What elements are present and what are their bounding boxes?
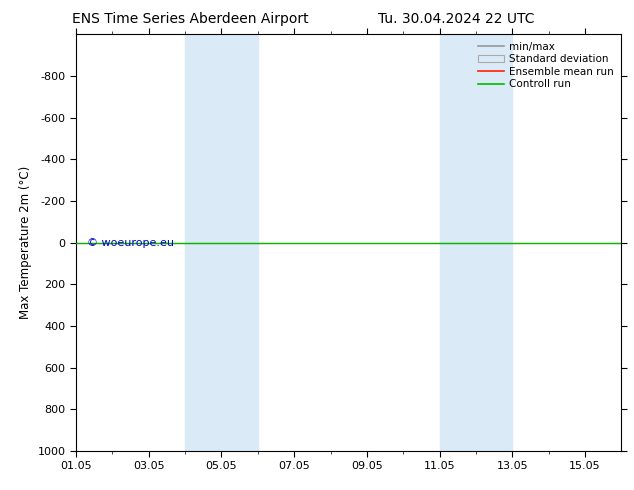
- Text: © woeurope.eu: © woeurope.eu: [87, 238, 174, 248]
- Legend: min/max, Standard deviation, Ensemble mean run, Controll run: min/max, Standard deviation, Ensemble me…: [476, 40, 616, 92]
- Y-axis label: Max Temperature 2m (°C): Max Temperature 2m (°C): [19, 166, 32, 319]
- Bar: [185, 34, 258, 451]
- Text: Tu. 30.04.2024 22 UTC: Tu. 30.04.2024 22 UTC: [378, 12, 534, 26]
- Bar: [439, 34, 512, 451]
- Text: ENS Time Series Aberdeen Airport: ENS Time Series Aberdeen Airport: [72, 12, 309, 26]
